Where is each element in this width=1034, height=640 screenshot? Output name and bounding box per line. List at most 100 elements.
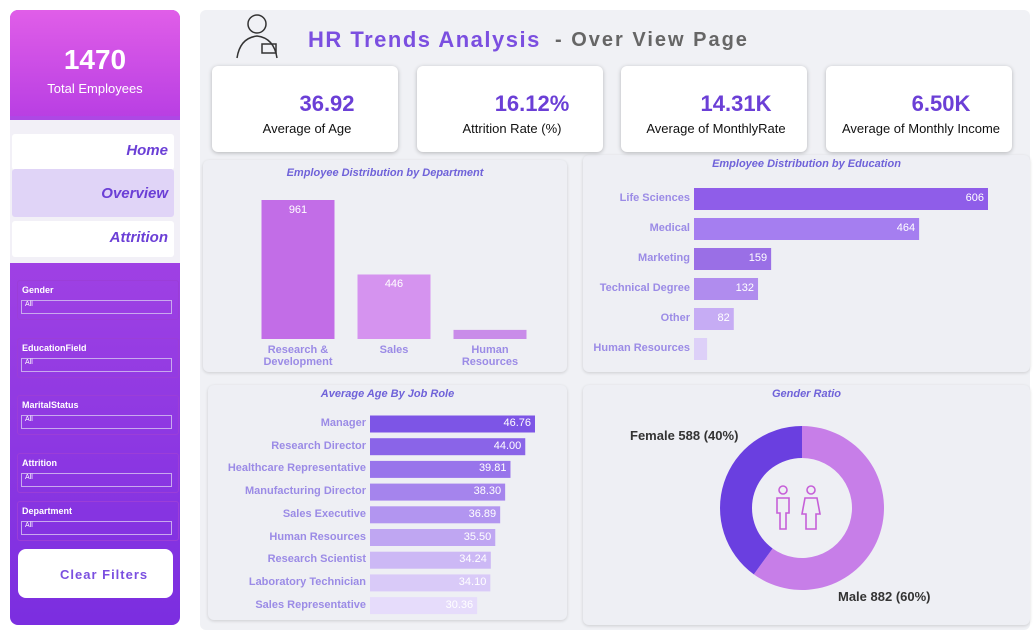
donut-slice	[720, 426, 802, 575]
bar	[694, 308, 734, 330]
y-tick-label: Sales Executive	[282, 507, 366, 520]
bar-value: 30.36	[445, 598, 474, 611]
y-tick-label: Human Resources	[593, 342, 690, 354]
nav-label[interactable]: Overview	[101, 185, 168, 202]
nav-button[interactable]	[12, 169, 174, 217]
kpi-label: Average of Age	[262, 121, 352, 136]
center-icon	[776, 485, 821, 530]
kpi-value: 14.31K	[700, 91, 772, 116]
chart-title: Gender Ratio	[771, 388, 842, 400]
y-tick-label: Laboratory Technician	[248, 575, 366, 588]
filter-label: Department	[22, 506, 73, 516]
kpi-value: 36.92	[299, 91, 355, 116]
nav-label[interactable]: Attrition	[109, 229, 168, 246]
x-tick-label: Research & Development	[263, 344, 333, 368]
bar-value: 38.30	[473, 485, 502, 498]
donut-slice	[753, 425, 884, 591]
bar-value: 606	[965, 192, 984, 204]
bar-value: 36.89	[468, 507, 497, 520]
bar	[370, 506, 501, 524]
clear-button[interactable]	[18, 549, 173, 598]
slice-label: Female 588 (40%)	[630, 428, 739, 443]
kpi-card	[621, 66, 807, 152]
bar-value: 132	[735, 282, 755, 294]
bar-value: 35.50	[463, 530, 492, 543]
kpi-card	[212, 66, 398, 152]
nav-label[interactable]: Home	[126, 142, 168, 159]
chart-title: Average Age By Job Role	[320, 388, 455, 400]
y-tick-label: Research Scientist	[267, 553, 366, 566]
bar-value: 34.10	[458, 575, 487, 588]
kpi-value: 16.12%	[494, 91, 570, 116]
filter-select[interactable]: All	[21, 358, 172, 372]
kpi-label: Average of MonthlyRate	[646, 121, 786, 136]
bar	[261, 200, 335, 339]
bar	[694, 338, 708, 360]
y-tick-label: Marketing	[638, 252, 690, 264]
bar	[370, 529, 496, 546]
y-tick-label: Technical Degree	[599, 282, 690, 294]
y-tick-label: Healthcare Representative	[227, 462, 366, 475]
bar	[370, 551, 491, 569]
bar-value: 82	[717, 312, 730, 324]
filter-box	[17, 501, 179, 541]
bar	[370, 438, 526, 456]
bar	[370, 415, 535, 433]
total-value: 1470	[63, 44, 127, 75]
total-label: Total Employees	[47, 81, 143, 96]
filter-box	[17, 280, 179, 320]
y-tick-label: Other	[660, 312, 690, 324]
hr-icon	[236, 14, 278, 59]
bar-value: 44.00	[493, 439, 522, 452]
total-box	[10, 10, 180, 116]
bar-value: 159	[748, 252, 768, 264]
filter-select[interactable]: All	[21, 521, 172, 535]
filter-label: EducationField	[22, 343, 87, 353]
filter-box	[17, 338, 179, 378]
kpi-card	[417, 66, 603, 152]
filter-select[interactable]: All	[21, 415, 172, 429]
bar-value: 446	[384, 278, 404, 291]
nav-button[interactable]	[12, 134, 174, 170]
filter-label: Gender	[22, 285, 54, 295]
filter-select[interactable]: All	[21, 300, 172, 314]
slice-label: Male 882 (60%)	[838, 589, 931, 604]
kpi-value: 6.50K	[911, 91, 971, 116]
filter-label: MaritalStatus	[22, 400, 79, 410]
bar	[694, 248, 772, 270]
y-tick-label: Manufacturing Director	[244, 485, 366, 498]
bar-value: 34.24	[459, 553, 487, 566]
bar	[370, 483, 506, 501]
y-tick-label: Life Sciences	[619, 192, 690, 204]
clear-label[interactable]: Clear Filters	[60, 567, 149, 582]
bar-value: 961	[288, 204, 308, 216]
nav-button[interactable]	[12, 221, 174, 257]
bar	[453, 329, 527, 339]
x-tick-label: Human Resources	[461, 344, 519, 368]
bar-value: 46.76	[503, 417, 531, 429]
kpi-card	[826, 66, 1012, 152]
y-tick-label: Human Resources	[269, 530, 366, 543]
filter-box	[17, 453, 179, 493]
page-subtitle: - Over View Page	[555, 29, 749, 51]
kpi-label: Average of Monthly Income	[841, 121, 1000, 136]
chart-title: Employee Distribution by Department	[286, 167, 484, 179]
filter-select[interactable]: All	[21, 473, 172, 487]
kpi-label: Attrition Rate (%)	[462, 121, 562, 136]
y-tick-label: Manager	[320, 417, 366, 429]
y-tick-label: Research Director	[271, 439, 366, 452]
bar	[694, 218, 920, 240]
x-tick-label: Sales	[379, 344, 409, 356]
bar	[694, 278, 759, 300]
y-tick-label: Medical	[649, 222, 690, 234]
page-title: HR Trends Analysis	[308, 27, 541, 52]
y-tick-label: Sales Representative	[255, 598, 366, 611]
bar	[370, 460, 511, 478]
filter-box	[17, 395, 179, 435]
bar	[370, 597, 478, 615]
chart-title: Employee Distribution by Education	[712, 158, 901, 170]
bar-value: 39.81	[478, 462, 507, 475]
bar	[694, 188, 988, 210]
